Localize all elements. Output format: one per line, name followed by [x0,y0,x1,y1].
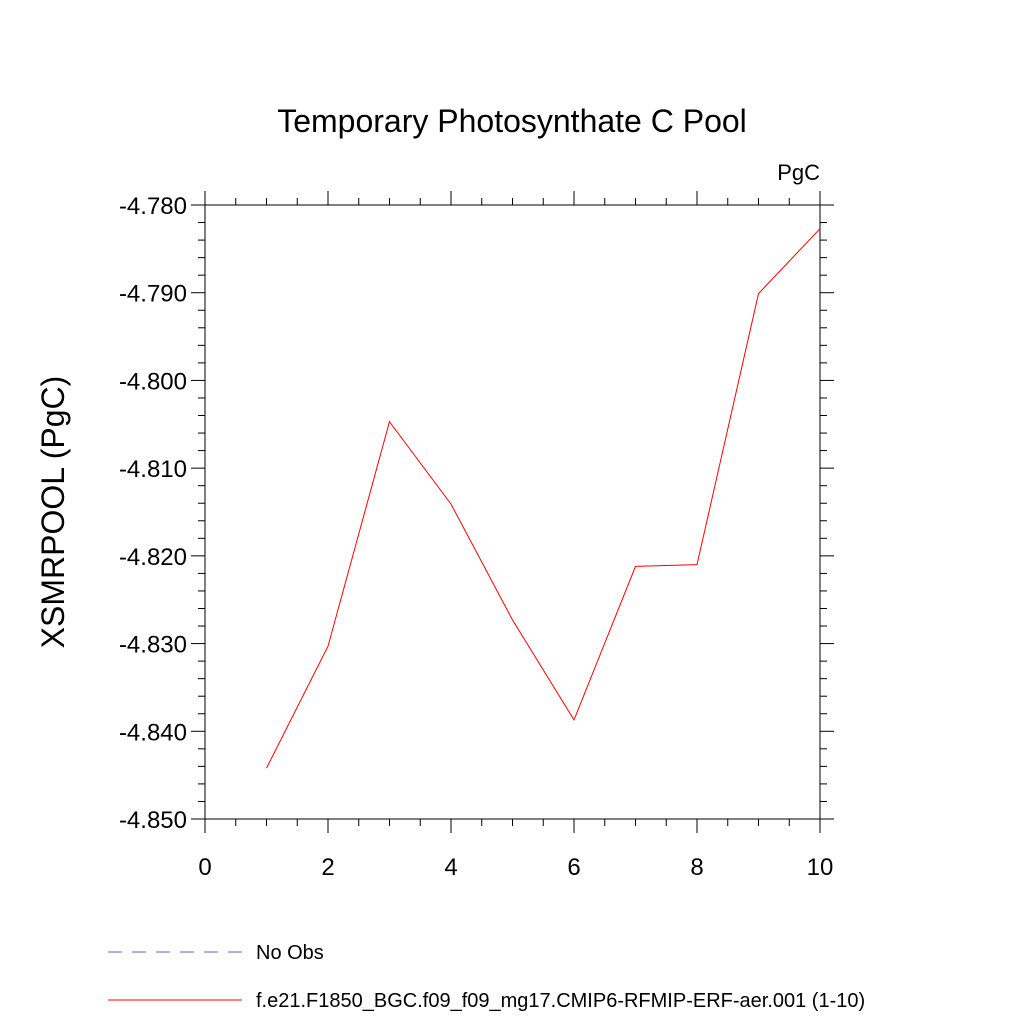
plot-frame [204,204,821,820]
y-tick-label: -4.840 [119,719,187,746]
legend-label: f.e21.F1850_BGC.f09_f09_mg17.CMIP6-RFMIP… [256,990,865,1012]
y-tick-label: -4.790 [119,281,187,308]
series-group [266,228,821,769]
y-tick-label: -4.810 [119,456,187,483]
units-label: PgC [777,160,820,185]
chart-title: Temporary Photosynthate C Pool [277,103,747,139]
x-tick-label: 6 [567,854,580,881]
y-axis-label: XSMRPOOL (PgC) [35,376,71,649]
x-tick-label: 10 [807,854,834,881]
legend: No Obs f.e21.F1850_BGC.f09_f09_mg17.CMIP6… [108,942,865,1012]
series-line [266,228,821,769]
x-tick-label: 4 [444,854,457,881]
x-tick-label: 0 [198,854,211,881]
y-axis-ticks [191,204,834,820]
x-axis-ticks [204,191,821,833]
y-axis-tick-labels: -4.850 -4.840 -4.830 -4.820 -4.810 -4.800 -4.7… [119,193,187,834]
y-tick-label: -4.820 [119,544,187,571]
x-axis-tick-labels: 0 2 4 6 8 10 [198,854,833,881]
y-tick-label: -4.850 [119,807,187,834]
y-tick-label: -4.780 [119,193,187,220]
legend-label: No Obs [256,942,324,964]
y-tick-label: -4.830 [119,632,187,659]
x-tick-label: 8 [690,854,703,881]
y-tick-label: -4.800 [119,368,187,395]
x-tick-label: 2 [321,854,334,881]
